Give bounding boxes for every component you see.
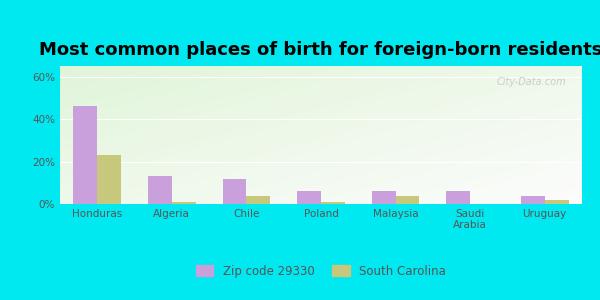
- Title: Most common places of birth for foreign-born residents: Most common places of birth for foreign-…: [40, 41, 600, 59]
- Bar: [148, 176, 172, 204]
- Bar: [172, 202, 196, 204]
- Bar: [372, 191, 395, 204]
- Bar: [223, 178, 247, 204]
- Bar: [521, 196, 545, 204]
- Bar: [446, 191, 470, 204]
- Bar: [321, 202, 345, 204]
- Text: City-Data.com: City-Data.com: [497, 77, 566, 87]
- Bar: [395, 196, 419, 204]
- Bar: [73, 106, 97, 204]
- Legend: Zip code 29330, South Carolina: Zip code 29330, South Carolina: [190, 259, 452, 284]
- Bar: [97, 155, 121, 204]
- Bar: [545, 200, 569, 204]
- Bar: [297, 191, 321, 204]
- Bar: [247, 196, 270, 204]
